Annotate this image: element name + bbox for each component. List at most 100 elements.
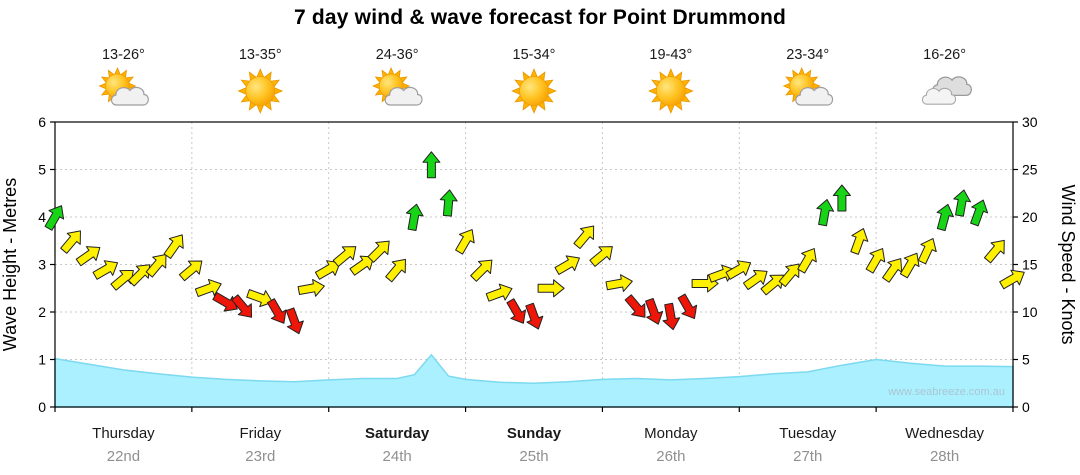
cloud-icon <box>921 87 957 105</box>
wind-arrow <box>385 258 406 283</box>
wind-arrow <box>917 238 937 265</box>
wind-arrow <box>422 151 441 179</box>
wind-arrow <box>662 302 681 331</box>
wind-arrow <box>725 260 752 280</box>
wind-arrow <box>485 283 513 302</box>
wind-arrow <box>405 203 424 231</box>
weather-icon-cloud <box>921 76 973 105</box>
wind-arrow <box>75 246 101 267</box>
right-axis-tick-label: 10 <box>1022 304 1038 320</box>
wind-arrow <box>178 260 203 282</box>
sun-icon <box>511 68 557 114</box>
wind-arrow <box>246 289 274 308</box>
cloud-icon <box>795 86 834 106</box>
wind-arrow <box>231 294 253 318</box>
wind-arrow <box>677 293 698 320</box>
weather-icon-sun <box>511 68 557 114</box>
wind-arrow <box>439 189 458 217</box>
wind-arrow <box>936 203 954 232</box>
wind-arrow <box>624 294 646 318</box>
wind-arrow <box>285 307 304 335</box>
day-date-label: 23rd <box>245 448 275 465</box>
wind-arrow <box>797 248 817 274</box>
temp-range-label: 16-26° <box>923 47 966 63</box>
wind-arrow <box>953 189 972 217</box>
weather-icon-sun <box>648 68 694 114</box>
wind-arrow <box>850 228 869 255</box>
wind-arrow <box>60 230 81 254</box>
wind-arrow <box>506 298 527 324</box>
wind-arrow <box>537 279 565 298</box>
right-axis-title: Wind Speed - Knots <box>1058 184 1078 344</box>
day-name-label: Friday <box>239 425 281 442</box>
right-axis-tick-label: 30 <box>1022 114 1038 130</box>
temp-range-label: 15-34° <box>513 47 556 63</box>
wind-arrow <box>525 302 544 330</box>
wind-arrow <box>349 255 375 276</box>
wind-arrow <box>778 263 800 288</box>
wind-arrow <box>455 229 475 255</box>
right-axis-tick-label: 15 <box>1022 257 1038 273</box>
wind-arrow <box>983 239 1005 264</box>
day-date-label: 24th <box>383 448 412 465</box>
right-axis-tick-label: 0 <box>1022 399 1030 415</box>
left-axis-tick-label: 5 <box>38 162 46 178</box>
wind-arrow <box>573 225 595 250</box>
left-axis-title: Wave Height - Metres <box>0 178 20 351</box>
wind-arrow <box>314 260 341 280</box>
left-axis-tick-label: 3 <box>38 257 46 273</box>
wind-arrow <box>110 269 134 291</box>
temp-range-label: 23-34° <box>786 47 829 63</box>
wind-arrow <box>92 260 119 280</box>
wind-arrow <box>367 240 390 263</box>
day-date-label: 22nd <box>107 448 140 465</box>
wind-arrow <box>708 264 735 283</box>
weather-icon-sun <box>237 68 284 114</box>
left-axis-tick-label: 0 <box>38 399 46 415</box>
wind-arrow <box>127 264 151 287</box>
right-axis-tick-label: 20 <box>1022 209 1038 225</box>
wind-arrow <box>816 198 835 227</box>
sun-icon <box>237 68 284 114</box>
temp-range-label: 24-36° <box>376 47 419 63</box>
wind-arrow <box>297 278 325 297</box>
day-name-label: Thursday <box>92 425 155 442</box>
wind-arrow <box>470 259 493 282</box>
wind-arrow <box>970 199 989 227</box>
wind-arrow <box>589 246 613 267</box>
day-date-label: 28th <box>930 448 959 465</box>
wind-arrow <box>212 292 238 312</box>
weather-icon-sun-cloud <box>782 66 834 106</box>
temp-range-label: 13-26° <box>102 47 145 63</box>
weather-icon-sun-cloud <box>98 66 149 106</box>
day-name-label: Tuesday <box>779 425 836 442</box>
right-axis-tick-label: 25 <box>1022 162 1038 178</box>
cloud-icon <box>384 86 423 106</box>
watermark: www.seabreeze.com.au <box>887 386 1005 398</box>
wind-arrow <box>163 234 184 259</box>
left-axis-tick-label: 6 <box>38 114 46 130</box>
wind-arrow <box>145 254 167 278</box>
day-date-label: 27th <box>793 448 822 465</box>
right-axis-tick-label: 5 <box>1022 352 1030 368</box>
left-axis-tick-label: 4 <box>38 209 46 225</box>
cloud-icon <box>110 86 149 106</box>
wind-arrow <box>332 246 357 267</box>
wind-arrow <box>832 184 851 212</box>
day-name-label: Wednesday <box>905 425 984 442</box>
sun-icon <box>648 68 694 114</box>
wind-arrow <box>266 298 287 324</box>
wind-arrow <box>554 255 580 275</box>
temp-range-label: 19-43° <box>649 47 692 63</box>
left-axis-tick-label: 1 <box>38 352 46 368</box>
wind-arrow <box>760 274 784 296</box>
day-date-label: 26th <box>656 448 685 465</box>
temp-range-label: 13-35° <box>239 47 282 63</box>
wind-arrow <box>999 269 1025 290</box>
weather-icon-sun-cloud <box>372 66 423 106</box>
chart-title: 7 day wind & wave forecast for Point Dru… <box>293 6 787 29</box>
wind-arrow <box>899 252 920 279</box>
day-name-label: Sunday <box>507 425 562 442</box>
